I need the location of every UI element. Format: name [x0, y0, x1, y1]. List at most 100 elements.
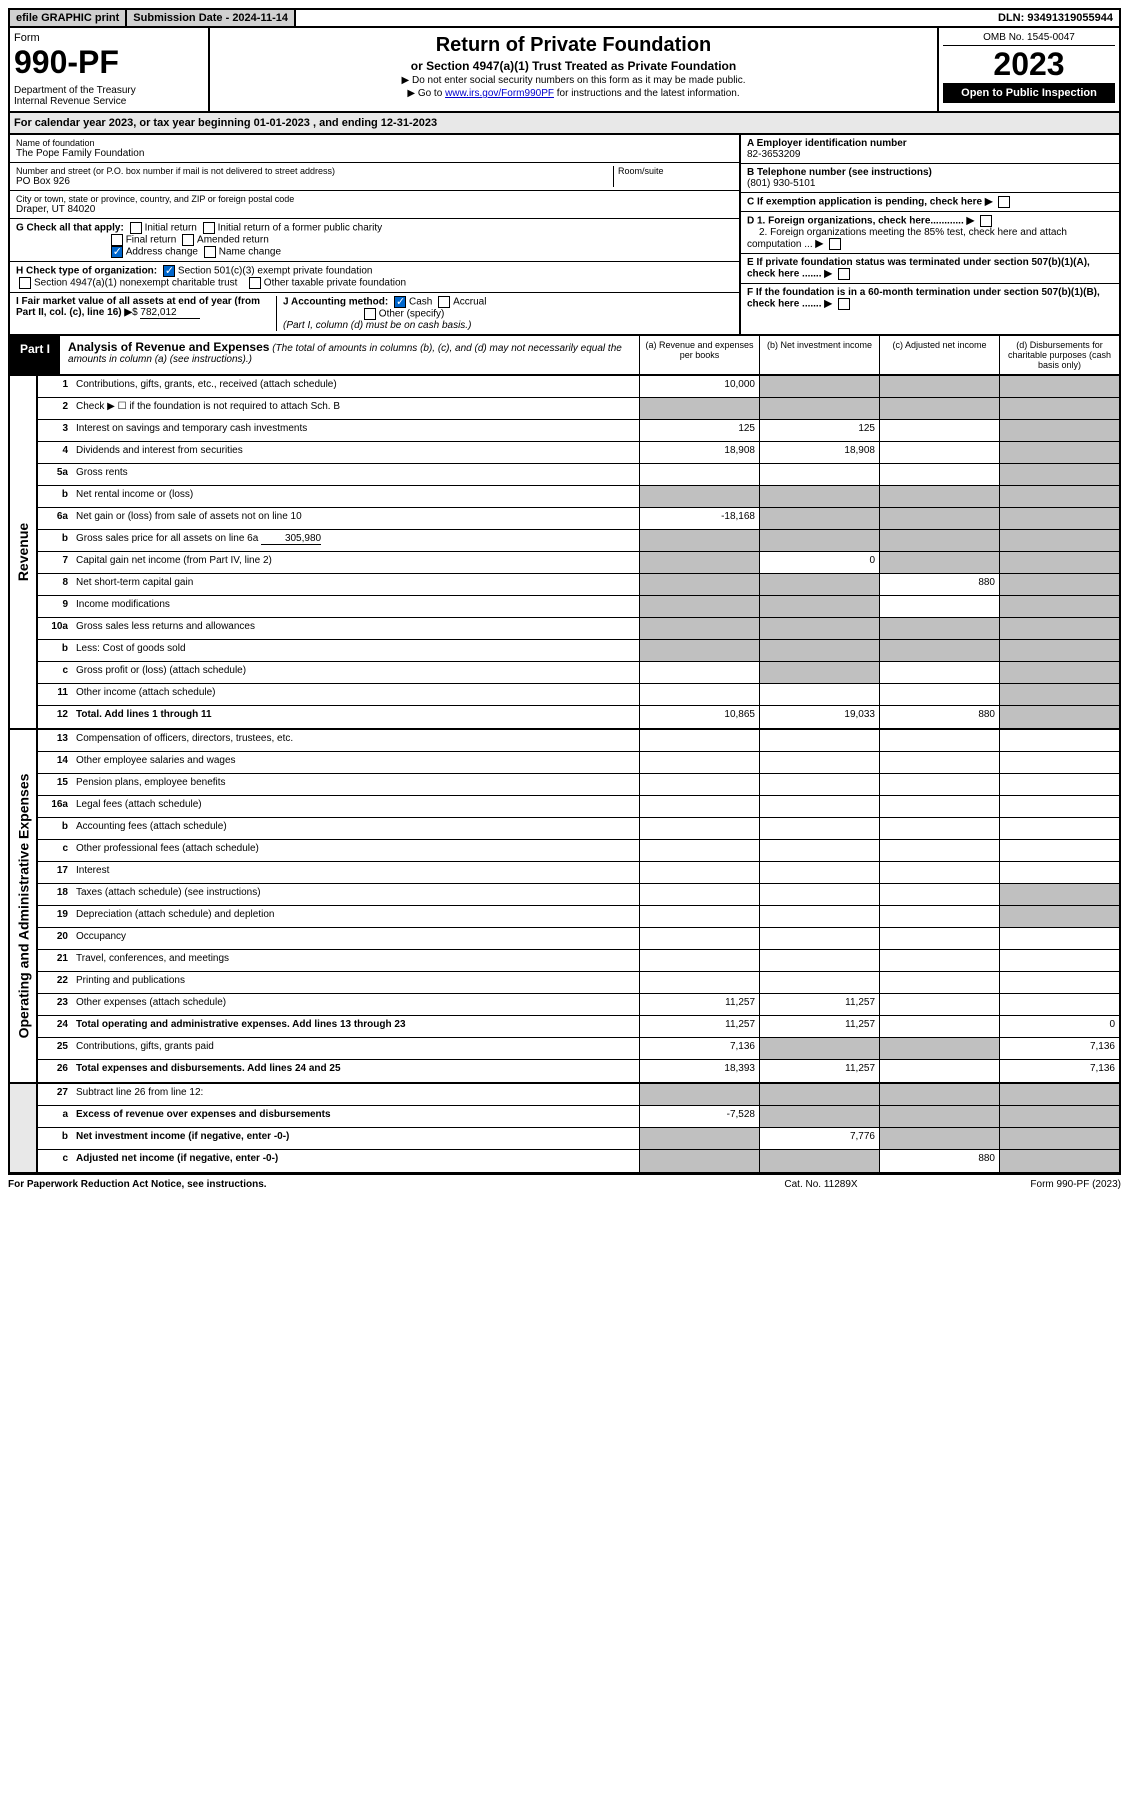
phone-value: (801) 930-5101	[747, 178, 815, 189]
form-header: Form 990-PF Department of the Treasury I…	[8, 28, 1121, 113]
address-change-checkbox[interactable]	[111, 246, 123, 258]
calendar-year-row: For calendar year 2023, or tax year begi…	[8, 113, 1121, 135]
cash-checkbox[interactable]	[394, 296, 406, 308]
tax-year: 2023	[943, 46, 1115, 83]
table-row: 22Printing and publications	[38, 972, 1119, 994]
amended-return-checkbox[interactable]	[182, 234, 194, 246]
page-footer: For Paperwork Reduction Act Notice, see …	[8, 1174, 1121, 1194]
ein-label: A Employer identification number	[747, 138, 907, 149]
table-row: 24Total operating and administrative exp…	[38, 1016, 1119, 1038]
form-label: Form	[14, 32, 204, 44]
table-row: 10aGross sales less returns and allowanc…	[38, 618, 1119, 640]
footer-center: Cat. No. 11289X	[721, 1179, 921, 1190]
section-c-label: C If exemption application is pending, c…	[747, 197, 982, 208]
table-row: bNet rental income or (loss)	[38, 486, 1119, 508]
table-row: bAccounting fees (attach schedule)	[38, 818, 1119, 840]
section-e-label: E If private foundation status was termi…	[747, 257, 1090, 280]
other-taxable-checkbox[interactable]	[249, 277, 261, 289]
table-row: 8Net short-term capital gain880	[38, 574, 1119, 596]
section-j-label: J Accounting method:	[283, 297, 388, 308]
table-row: cGross profit or (loss) (attach schedule…	[38, 662, 1119, 684]
table-row: 25Contributions, gifts, grants paid7,136…	[38, 1038, 1119, 1060]
d1-label: D 1. Foreign organizations, check here..…	[747, 216, 964, 227]
efile-button[interactable]: efile GRAPHIC print	[10, 10, 127, 26]
table-row: cOther professional fees (attach schedul…	[38, 840, 1119, 862]
part1-title: Analysis of Revenue and Expenses	[68, 340, 269, 354]
table-row: 3Interest on savings and temporary cash …	[38, 420, 1119, 442]
city-label: City or town, state or province, country…	[16, 194, 733, 204]
table-row: cAdjusted net income (if negative, enter…	[38, 1150, 1119, 1172]
table-row: 15Pension plans, employee benefits	[38, 774, 1119, 796]
room-label: Room/suite	[618, 166, 733, 176]
section-i-label: I Fair market value of all assets at end…	[16, 296, 260, 318]
name-change-checkbox[interactable]	[204, 246, 216, 258]
table-row: 23Other expenses (attach schedule)11,257…	[38, 994, 1119, 1016]
foreign-org-checkbox[interactable]	[980, 215, 992, 227]
table-row: 2Check ▶ ☐ if the foundation is not requ…	[38, 398, 1119, 420]
col-c-header: (c) Adjusted net income	[879, 336, 999, 374]
top-bar: efile GRAPHIC print Submission Date - 20…	[8, 8, 1121, 28]
section-h-label: H Check type of organization:	[16, 266, 157, 277]
table-row: 20Occupancy	[38, 928, 1119, 950]
table-row: 27Subtract line 26 from line 12:	[38, 1084, 1119, 1106]
table-row: 1Contributions, gifts, grants, etc., rec…	[38, 376, 1119, 398]
status-terminated-checkbox[interactable]	[838, 268, 850, 280]
phone-label: B Telephone number (see instructions)	[747, 167, 932, 178]
col-a-header: (a) Revenue and expenses per books	[639, 336, 759, 374]
city-state-zip: Draper, UT 84020	[16, 204, 733, 215]
instruction-2: ▶ Go to www.irs.gov/Form990PF for instru…	[216, 88, 931, 99]
table-row: 11Other income (attach schedule)	[38, 684, 1119, 706]
accrual-checkbox[interactable]	[438, 296, 450, 308]
foundation-info: Name of foundation The Pope Family Found…	[8, 135, 1121, 336]
part1-header: Part I Analysis of Revenue and Expenses …	[8, 336, 1121, 376]
footer-right: Form 990-PF (2023)	[921, 1179, 1121, 1190]
address: PO Box 926	[16, 176, 613, 187]
initial-former-checkbox[interactable]	[203, 222, 215, 234]
table-row: 9Income modifications	[38, 596, 1119, 618]
col-d-header: (d) Disbursements for charitable purpose…	[999, 336, 1119, 374]
table-row: 5aGross rents	[38, 464, 1119, 486]
table-row: bLess: Cost of goods sold	[38, 640, 1119, 662]
d2-label: 2. Foreign organizations meeting the 85%…	[747, 227, 1067, 250]
instruction-1: ▶ Do not enter social security numbers o…	[216, 75, 931, 86]
table-row: 21Travel, conferences, and meetings	[38, 950, 1119, 972]
part1-label: Part I	[10, 336, 60, 374]
exemption-pending-checkbox[interactable]	[998, 196, 1010, 208]
net-table: 27Subtract line 26 from line 12: aExcess…	[8, 1084, 1121, 1174]
irs-link[interactable]: www.irs.gov/Form990PF	[445, 88, 554, 99]
table-row: 26Total expenses and disbursements. Add …	[38, 1060, 1119, 1082]
revenue-side-label: Revenue	[10, 376, 38, 728]
60-month-checkbox[interactable]	[838, 298, 850, 310]
4947-checkbox[interactable]	[19, 277, 31, 289]
foundation-name: The Pope Family Foundation	[16, 148, 733, 159]
other-method-checkbox[interactable]	[364, 308, 376, 320]
ein-value: 82-3653209	[747, 149, 800, 160]
opex-side-label: Operating and Administrative Expenses	[10, 730, 38, 1082]
open-public-badge: Open to Public Inspection	[943, 83, 1115, 103]
footer-left: For Paperwork Reduction Act Notice, see …	[8, 1179, 721, 1190]
dln-number: DLN: 93491319055944	[992, 10, 1119, 26]
501c3-checkbox[interactable]	[163, 265, 175, 277]
col-b-header: (b) Net investment income	[759, 336, 879, 374]
form-number: 990-PF	[14, 44, 204, 81]
table-row: 6aNet gain or (loss) from sale of assets…	[38, 508, 1119, 530]
table-row: 12Total. Add lines 1 through 1110,86519,…	[38, 706, 1119, 728]
main-title: Return of Private Foundation	[216, 34, 931, 57]
table-row: 13Compensation of officers, directors, t…	[38, 730, 1119, 752]
initial-return-checkbox[interactable]	[130, 222, 142, 234]
table-row: 16aLegal fees (attach schedule)	[38, 796, 1119, 818]
table-row: bGross sales price for all assets on lin…	[38, 530, 1119, 552]
section-f-label: F If the foundation is in a 60-month ter…	[747, 287, 1100, 310]
submission-date: Submission Date - 2024-11-14	[127, 10, 296, 26]
j-note: (Part I, column (d) must be on cash basi…	[283, 320, 471, 331]
table-row: 18Taxes (attach schedule) (see instructi…	[38, 884, 1119, 906]
opex-table: Operating and Administrative Expenses 13…	[8, 730, 1121, 1084]
85pct-test-checkbox[interactable]	[829, 238, 841, 250]
table-row: bNet investment income (if negative, ent…	[38, 1128, 1119, 1150]
table-row: aExcess of revenue over expenses and dis…	[38, 1106, 1119, 1128]
table-row: 17Interest	[38, 862, 1119, 884]
subtitle: or Section 4947(a)(1) Trust Treated as P…	[216, 59, 931, 73]
table-row: 4Dividends and interest from securities1…	[38, 442, 1119, 464]
dept-label: Department of the Treasury Internal Reve…	[14, 85, 204, 107]
table-row: 19Depreciation (attach schedule) and dep…	[38, 906, 1119, 928]
